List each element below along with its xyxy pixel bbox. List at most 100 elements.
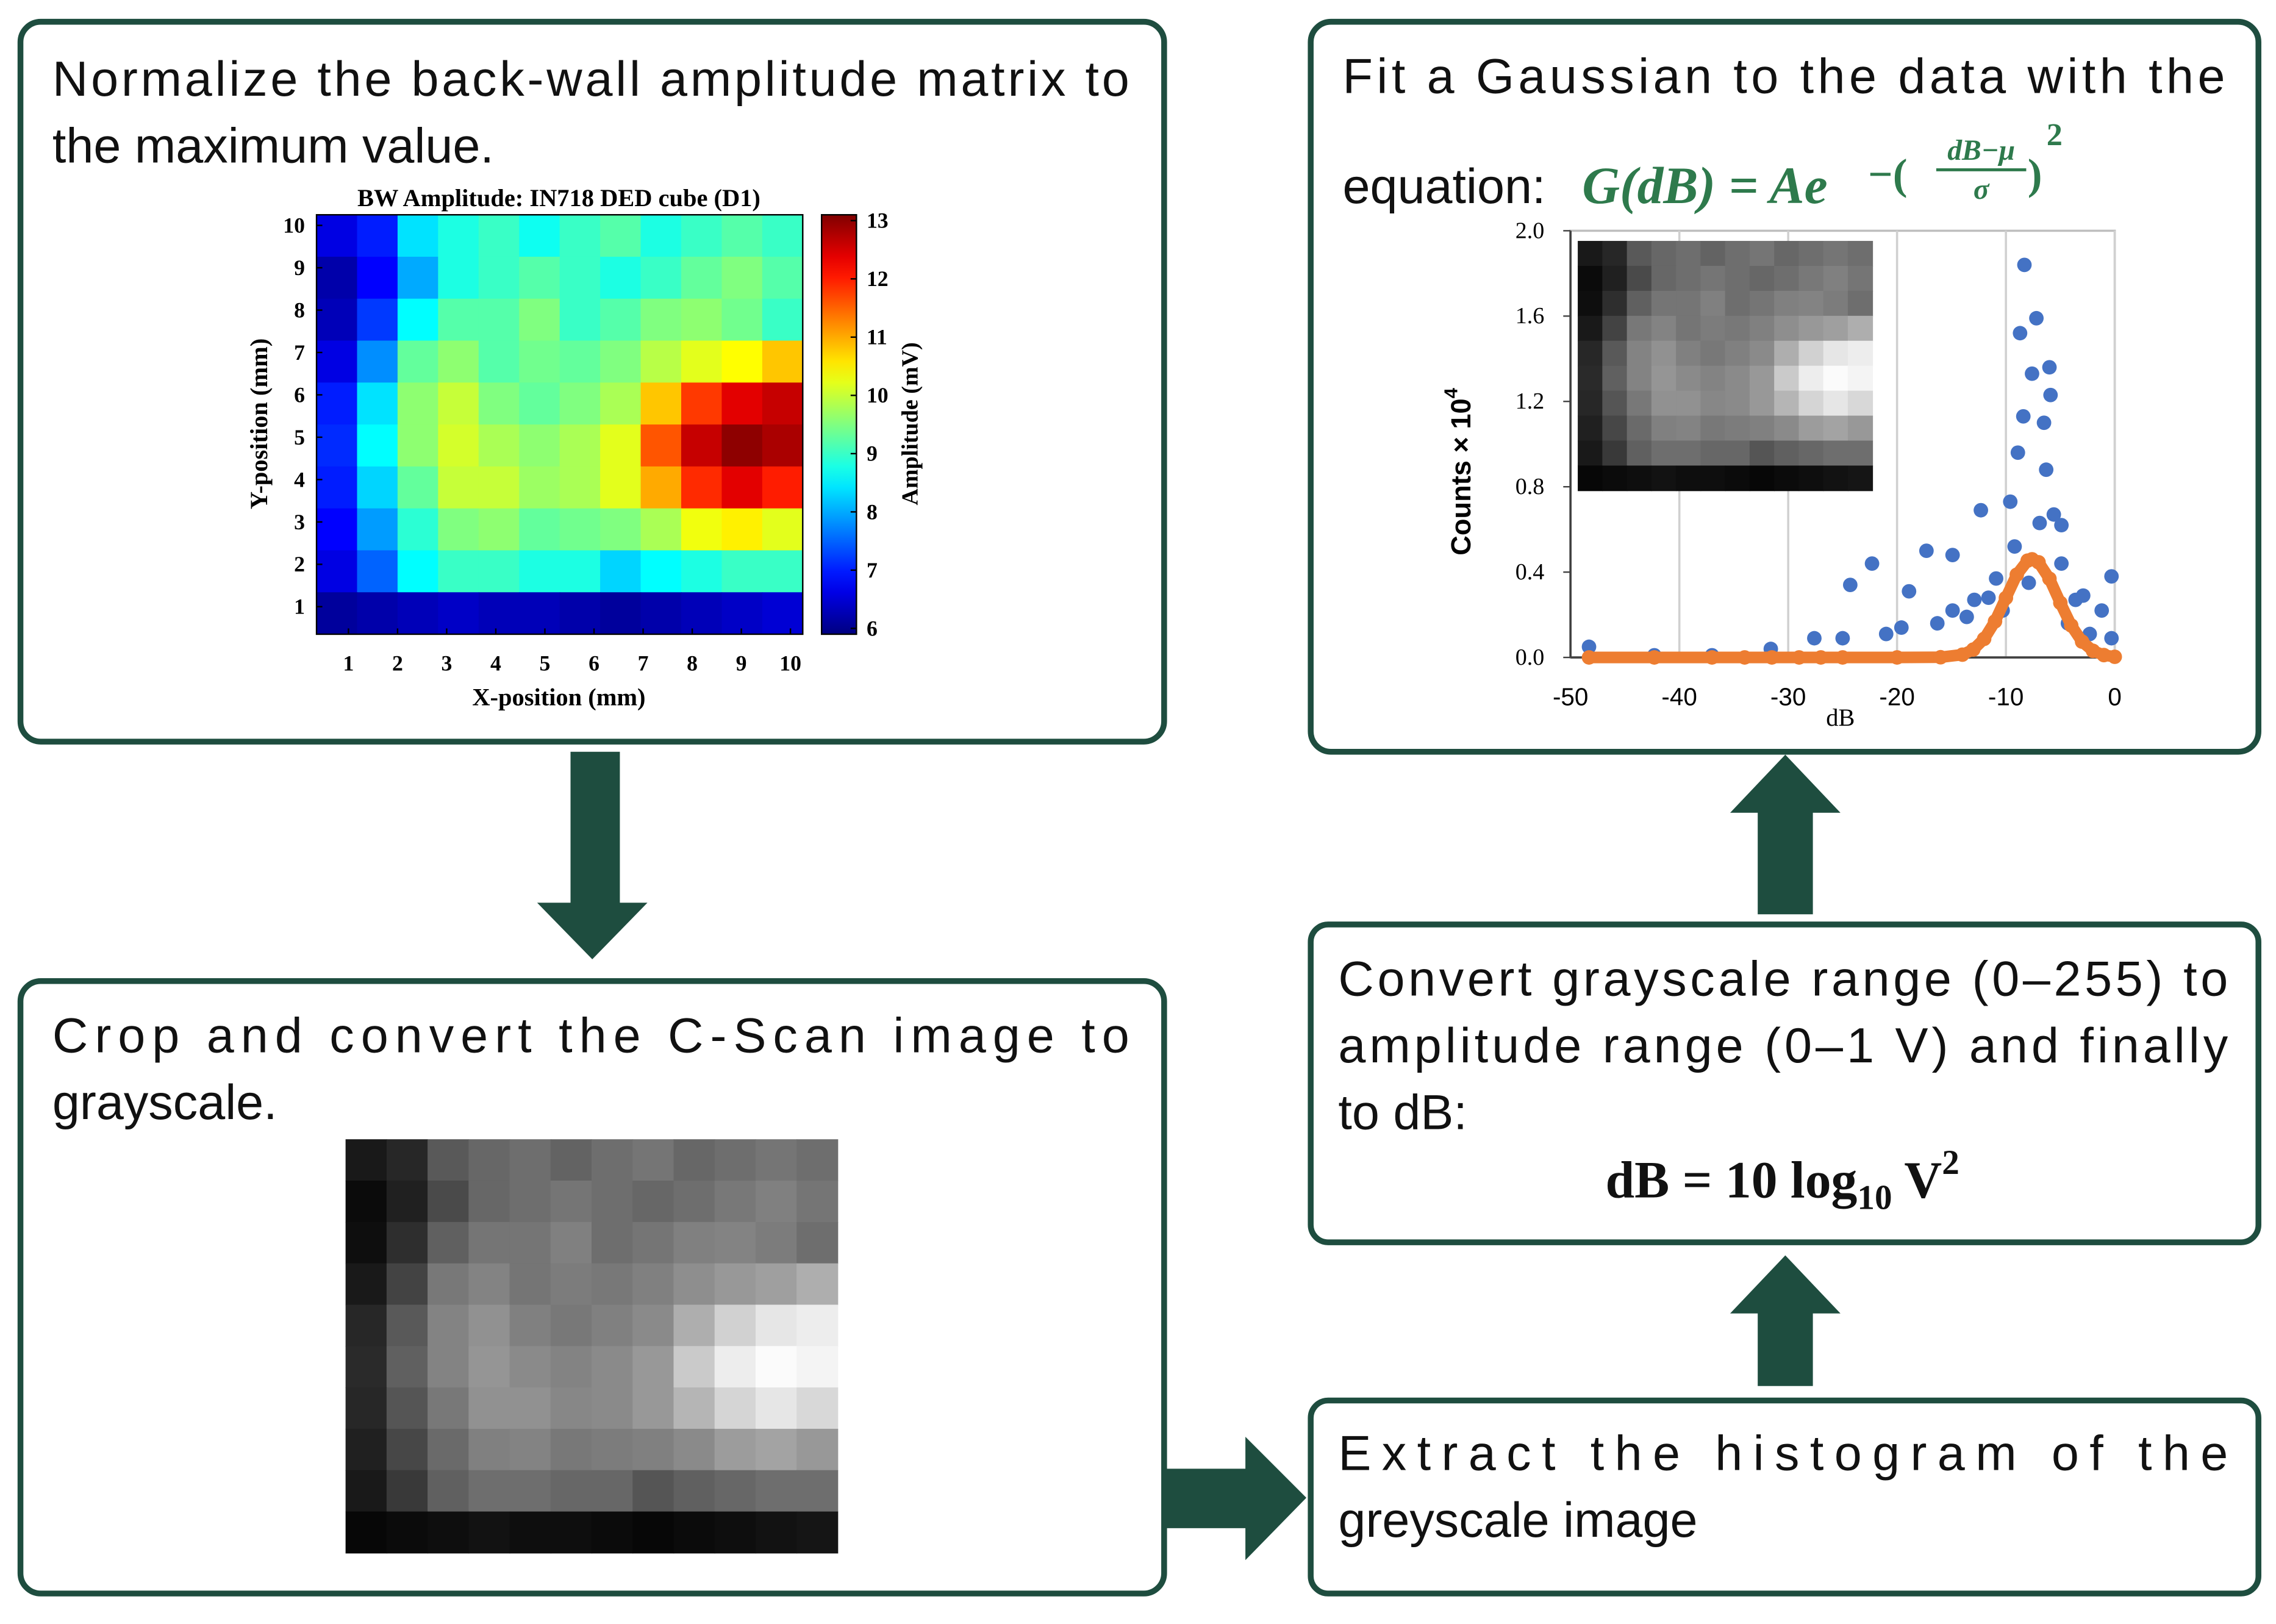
heatmap-cell [317, 215, 358, 257]
colorbar-tick-label: 9 [867, 442, 878, 466]
heatmap-cell [600, 592, 642, 635]
colorbar-tick-label: 13 [867, 209, 889, 233]
inset-grayscale-cell [1700, 415, 1726, 442]
equation-numerator: dB−μ [1947, 135, 2015, 166]
heatmap-cell [762, 424, 804, 467]
grayscale-cell [345, 1511, 387, 1554]
heatmap-cell [478, 424, 520, 467]
step-text: Convert grayscale range (0–255) to [1338, 952, 2228, 1007]
heatmap-cell [681, 424, 723, 467]
heatmap-cell [600, 298, 642, 342]
grayscale-cell [632, 1470, 675, 1512]
heatmap-cell [762, 466, 804, 509]
grayscale-cell [509, 1180, 551, 1223]
grayscale-cell [592, 1263, 634, 1306]
inset-grayscale-cell [1749, 340, 1775, 367]
inset-grayscale-cell [1676, 440, 1702, 467]
heatmap-cell [519, 215, 560, 257]
heatmap-cell [397, 340, 439, 384]
heatmap-cell [357, 550, 398, 593]
step-text: grayscale. [52, 1075, 277, 1130]
grayscale-cell [755, 1346, 798, 1389]
inset-grayscale-cell [1578, 390, 1603, 417]
y-axis-label-text: Counts × 10 [1445, 398, 1476, 555]
heatmap-cell [681, 508, 723, 551]
data-point [2029, 310, 2044, 326]
grayscale-cell [714, 1346, 756, 1389]
y-tick-label: 3 [294, 510, 305, 534]
inset-grayscale-cell [1602, 340, 1628, 367]
grayscale-cell [673, 1511, 715, 1554]
data-point [2075, 588, 2091, 603]
heatmap-cell [721, 298, 763, 342]
heatmap-cell [317, 256, 358, 299]
grayscale-cell [550, 1511, 592, 1554]
arrow-right [1164, 1437, 1307, 1561]
inset-grayscale-cell [1676, 390, 1702, 417]
data-point [2096, 648, 2111, 663]
data-point [1764, 650, 1780, 665]
heatmap-cell [721, 466, 763, 509]
heatmap-cell [721, 550, 763, 593]
heatmap-cell [681, 466, 723, 509]
grayscale-cell [796, 1180, 839, 1223]
data-point [2010, 445, 2025, 460]
heatmap-cell [397, 550, 439, 593]
colorbar-tick-label: 11 [867, 325, 887, 349]
grayscale-cell [796, 1346, 839, 1389]
grayscale-cell [714, 1139, 756, 1181]
inset-grayscale-cell [1749, 415, 1775, 442]
heatmap-cell [438, 424, 479, 467]
data-point [1581, 650, 1597, 665]
heatmap-cell [600, 466, 642, 509]
data-point [2016, 409, 2031, 424]
inset-grayscale-cell [1725, 440, 1750, 467]
heatmap-cell [519, 592, 560, 635]
grayscale-cell [509, 1263, 551, 1306]
inset-grayscale-cell [1602, 241, 1628, 266]
inset-grayscale-cell [1676, 465, 1702, 492]
x-tick-label: -10 [1988, 683, 2024, 711]
inset-grayscale-cell [1676, 340, 1702, 367]
grayscale-cell [755, 1387, 798, 1429]
heatmap-cell [397, 382, 439, 426]
grayscale-cell [550, 1387, 592, 1429]
inset-grayscale-cell [1774, 465, 1800, 492]
data-point [1705, 650, 1720, 665]
grayscale-cell [345, 1346, 387, 1389]
grayscale-cell [592, 1180, 634, 1223]
grayscale-cell [673, 1304, 715, 1347]
colorbar-tick-label: 6 [867, 616, 878, 640]
inset-grayscale-cell [1700, 315, 1726, 342]
x-tick-label: -40 [1661, 683, 1697, 711]
inset-grayscale-cell [1823, 440, 1848, 467]
grayscale-cell [632, 1139, 675, 1181]
inset-grayscale-cell [1578, 365, 1603, 392]
heatmap-cell [721, 382, 763, 426]
y-tick-label: 1 [294, 595, 305, 619]
y-tick-label: 0.8 [1516, 474, 1545, 499]
inset-grayscale-cell [1823, 315, 1848, 342]
heatmap-cell [600, 508, 642, 551]
heatmap-cell [559, 508, 601, 551]
data-point [1955, 647, 1970, 662]
inset-grayscale-cell [1847, 241, 1873, 266]
grayscale-cell [755, 1139, 798, 1181]
heatmap-cell [640, 466, 682, 509]
data-point [2053, 595, 2068, 610]
heatmap-cell [640, 382, 682, 426]
inset-grayscale-cell [1651, 340, 1677, 367]
grayscale-cell [796, 1387, 839, 1429]
data-point [2039, 462, 2054, 478]
inset-grayscale-cell [1651, 440, 1677, 467]
inset-grayscale-cell [1725, 315, 1750, 342]
heatmap-cell [721, 215, 763, 257]
colorbar-tick-label: 12 [867, 266, 889, 291]
heatmap-cell [478, 256, 520, 299]
heatmap-cell [317, 466, 358, 509]
grayscale-cell [428, 1428, 470, 1471]
inset-grayscale-cell [1725, 340, 1750, 367]
grayscale-cell [345, 1387, 387, 1429]
grayscale-cell [714, 1304, 756, 1347]
